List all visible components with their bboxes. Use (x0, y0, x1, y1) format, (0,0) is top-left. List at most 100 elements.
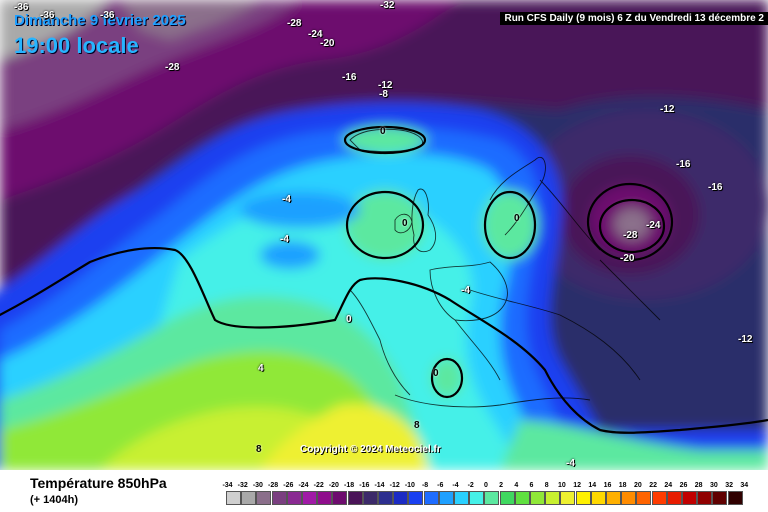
isotherm-label: -4 (280, 234, 289, 245)
isotherm-label: 8 (414, 420, 420, 431)
isotherm-label: 0 (380, 126, 386, 137)
scale-swatch (606, 491, 621, 505)
isotherm-label: -16 (708, 182, 723, 193)
scale-tick-label: -30 (252, 482, 263, 489)
isotherm-label: -16 (342, 72, 357, 83)
scale-tick-label: 14 (588, 482, 597, 489)
scale-swatch (271, 491, 287, 505)
scale-tick-label: 28 (694, 482, 703, 489)
scale-tick-label: 30 (709, 482, 718, 489)
scale-swatch (484, 491, 500, 505)
scale-tick-label: 24 (664, 482, 673, 489)
scale-tick-label: 4 (514, 482, 519, 489)
scale-swatch (469, 491, 485, 505)
scale-tick-label: -32 (237, 482, 248, 489)
isotherm-label: 8 (256, 444, 262, 455)
copyright-notice: Copyright © 2024 Meteociel.fr (300, 444, 441, 455)
scale-tick-label: 26 (679, 482, 688, 489)
isotherm-label: -12 (378, 80, 393, 91)
temperature-map (0, 0, 768, 470)
scale-tick-label: 22 (649, 482, 657, 489)
scale-swatch (332, 491, 348, 505)
forecast-time: 19:00 locale (14, 33, 139, 58)
scale-swatch (666, 491, 682, 505)
isotherm-label: -28 (165, 62, 180, 73)
scale-tick-label: -6 (437, 482, 444, 489)
scale-tick-label: 0 (483, 482, 488, 489)
scale-swatch (636, 491, 652, 505)
scale-swatch (545, 491, 561, 505)
scale-tick-label: -16 (359, 482, 370, 489)
isotherm-label: -24 (308, 29, 323, 40)
isotherm-label: -36 (14, 2, 29, 13)
isotherm-label: -4 (461, 285, 470, 296)
isotherm-label: -36 (40, 10, 55, 21)
isotherm-label: -12 (660, 104, 675, 115)
scale-tick-label: 12 (573, 482, 581, 489)
isotherm-label: -28 (287, 18, 302, 29)
scale-tick-label: -10 (404, 482, 415, 489)
scale-swatch (317, 491, 333, 505)
scale-tick-label: 34 (740, 482, 749, 489)
scale-tick-label: -12 (389, 482, 400, 489)
isotherm-label: -12 (738, 334, 753, 345)
isotherm-lines (0, 125, 768, 434)
scale-tick-label: 18 (618, 482, 627, 489)
scale-swatch (241, 491, 257, 505)
isotherm-label: 0 (514, 213, 520, 224)
forecast-hour: (+ 1404h) (30, 494, 78, 506)
scale-swatch (727, 491, 743, 505)
scale-swatch (226, 491, 241, 505)
scale-tick-label: -8 (421, 482, 429, 489)
scale-swatch (530, 491, 545, 505)
isotherm-label: -36 (100, 10, 115, 21)
scale-swatch (560, 491, 576, 505)
isotherm-label: -8 (379, 89, 388, 100)
scale-tick-label: -24 (298, 482, 309, 489)
scale-swatch (393, 491, 409, 505)
forecast-date: Dimanche 9 février 2025 (14, 12, 186, 29)
scale-swatch (499, 491, 515, 505)
scale-swatch (697, 491, 713, 505)
legend-bar: Température 850hPa (+ 1404h) -34 -32 -30 -2… (0, 470, 768, 512)
scale-tick-label: 10 (557, 482, 566, 489)
scale-swatch (712, 491, 728, 505)
scale-swatch (256, 491, 272, 505)
scale-tick-label: -2 (467, 482, 474, 489)
isotherm-label: -20 (620, 253, 635, 264)
variable-name: Température 850hPa (30, 475, 167, 491)
scale-tick-label: -4 (452, 482, 459, 489)
isotherm-label: -16 (676, 159, 691, 170)
isotherm-label: 4 (258, 363, 264, 374)
scale-tick-label: -18 (344, 482, 355, 489)
scale-tick-label: -20 (328, 482, 339, 489)
scale-tick-label: -14 (374, 482, 385, 489)
isotherm-label: -32 (380, 0, 395, 11)
scale-swatch (454, 491, 469, 505)
scale-tick-label: 6 (529, 482, 534, 489)
scale-swatch (682, 491, 697, 505)
scale-swatch (302, 491, 317, 505)
scale-swatch (514, 491, 530, 505)
scale-swatch (362, 491, 378, 505)
isotherm-label: 0 (433, 368, 439, 379)
scale-tick-label: 2 (499, 482, 504, 489)
scale-swatch (575, 491, 591, 505)
isotherm-label: -20 (320, 38, 335, 49)
scale-tick-label: 20 (633, 482, 642, 489)
scale-tick-label: -26 (283, 482, 294, 489)
model-run-info: Run CFS Daily (9 mois) 6 Z du Vendredi 1… (500, 12, 768, 25)
scale-swatch (621, 491, 637, 505)
isotherm-label: -4 (282, 194, 291, 205)
coastlines (349, 128, 661, 408)
scale-swatch (651, 491, 667, 505)
isotherm-label: -24 (646, 220, 661, 231)
scale-tick-label: -28 (268, 482, 279, 489)
scale-swatch (590, 491, 606, 505)
isotherm-label: 0 (346, 314, 352, 325)
scale-swatch (423, 491, 439, 505)
color-scale: -34 -32 -30 -28 -26 -24 -22 -20 -18 -16 -14 -12 -10-… (220, 482, 752, 508)
scale-swatch (286, 491, 302, 505)
isotherm-label: 0 (402, 218, 408, 229)
